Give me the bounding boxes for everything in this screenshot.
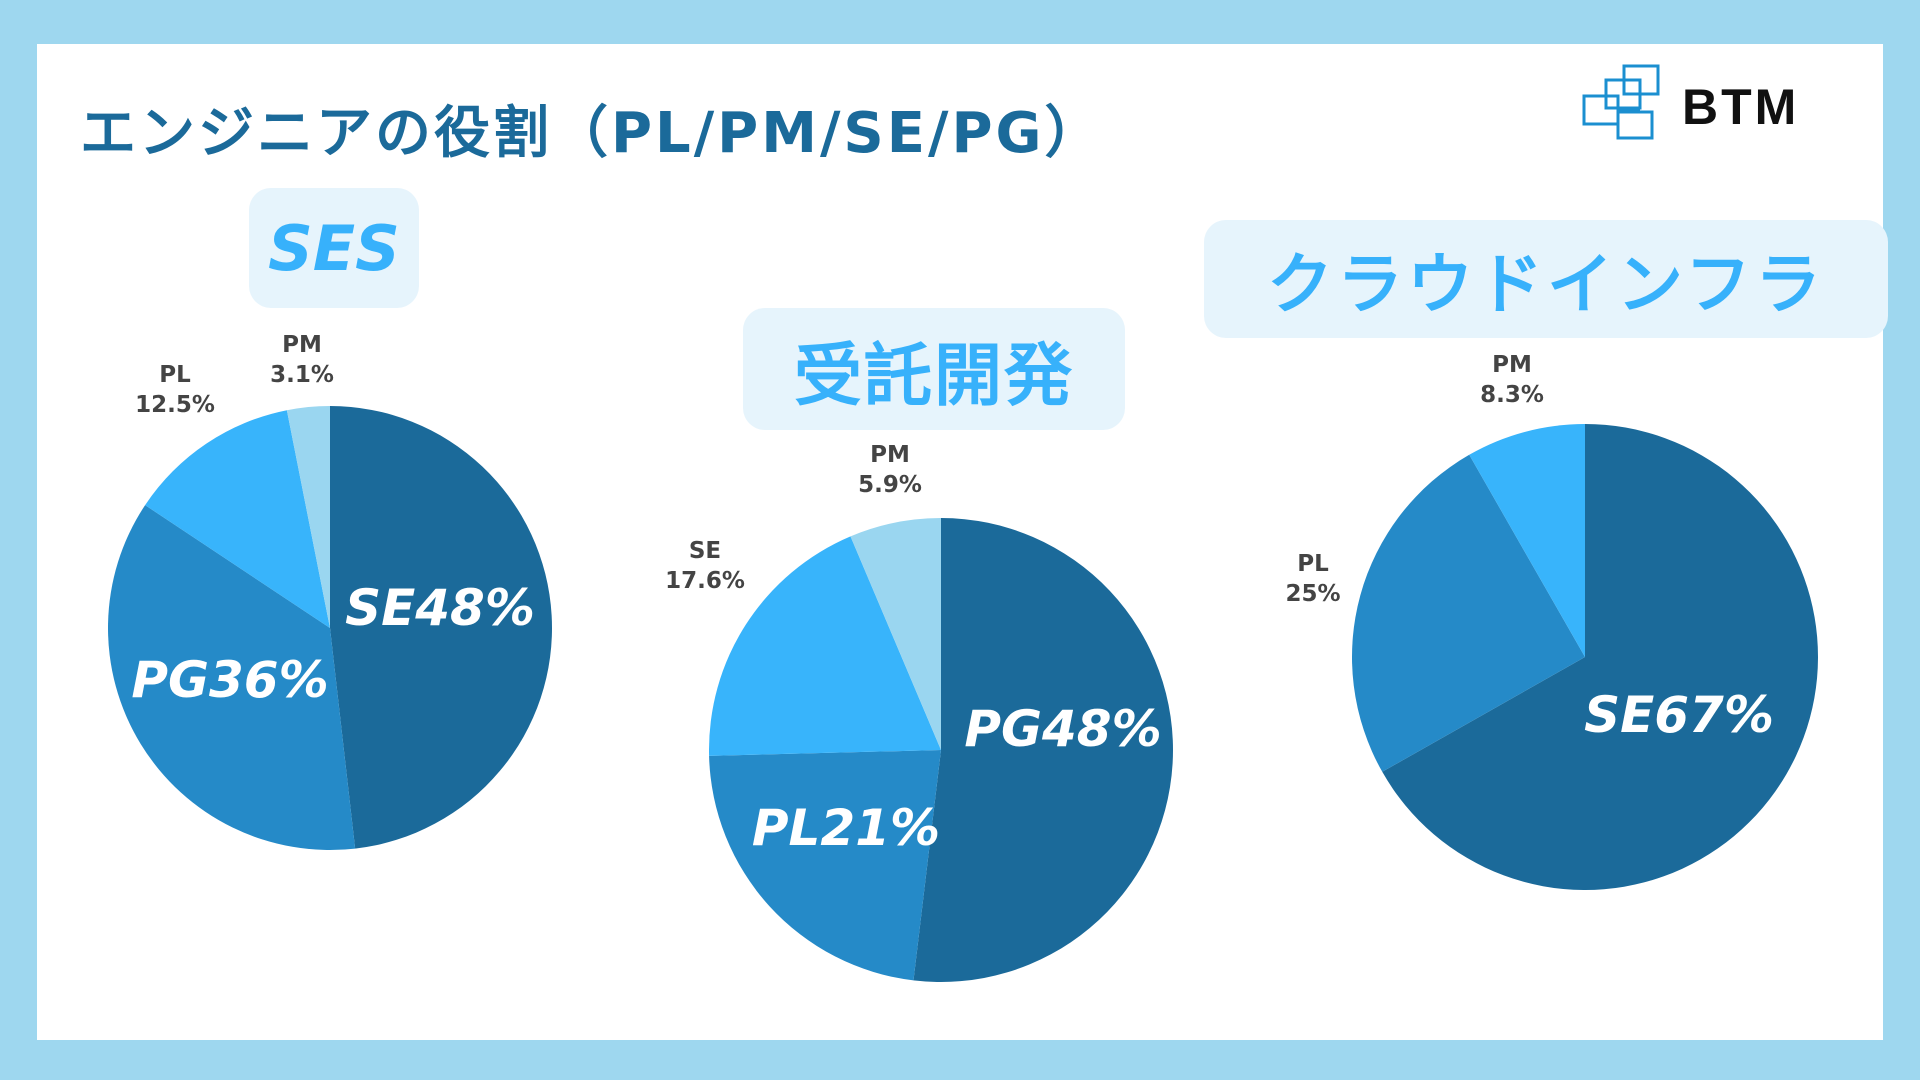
slice-label-jutaku-pg: PG48%: [964, 700, 1161, 758]
outside-label-ses-pl: PL 12.5%: [135, 362, 215, 418]
pie-slice-jutaku-se: [709, 536, 941, 756]
pie-slice-cloud-pl: [1352, 454, 1585, 772]
outside-label-cloud-pm: PM 8.3%: [1480, 352, 1544, 408]
outside-label-ses-pm: PM 3.1%: [270, 332, 334, 388]
outside-label-jutaku-se: SE 17.6%: [665, 538, 745, 594]
chart-title-ses: SES: [249, 188, 419, 308]
pie-slice-cloud-pm: [1469, 424, 1585, 657]
outside-label-cloud-pl: PL 25%: [1285, 551, 1340, 607]
chart-title-jutaku: 受託開発: [743, 308, 1125, 430]
pie-slice-ses-pg: [108, 505, 356, 850]
pie-slice-jutaku-pg: [913, 518, 1173, 982]
outside-label-jutaku-pm: PM 5.9%: [858, 442, 922, 498]
pie-slice-jutaku-pm: [850, 518, 941, 750]
pie-slice-ses-pl: [145, 410, 330, 628]
slice-label-ses-se: SE48%: [345, 579, 535, 637]
slice-label-jutaku-pl: PL21%: [752, 799, 940, 857]
slice-label-ses-pg: PG36%: [131, 651, 328, 709]
pie-slice-ses-pm: [286, 406, 330, 628]
pie-slice-jutaku-pl: [709, 750, 941, 981]
chart-title-cloud: クラウドインフラ: [1204, 220, 1888, 338]
page-title: エンジニアの役割（PL/PM/SE/PG）: [80, 101, 1104, 166]
slice-label-cloud-se: SE67%: [1584, 686, 1774, 744]
logo-mark-icon: [1582, 64, 1660, 140]
btm-logo: BTM: [1578, 62, 1868, 146]
logo-text: BTM: [1682, 79, 1799, 135]
pie-slice-ses-se: [330, 406, 552, 849]
pie-slice-cloud-se: [1382, 424, 1818, 890]
